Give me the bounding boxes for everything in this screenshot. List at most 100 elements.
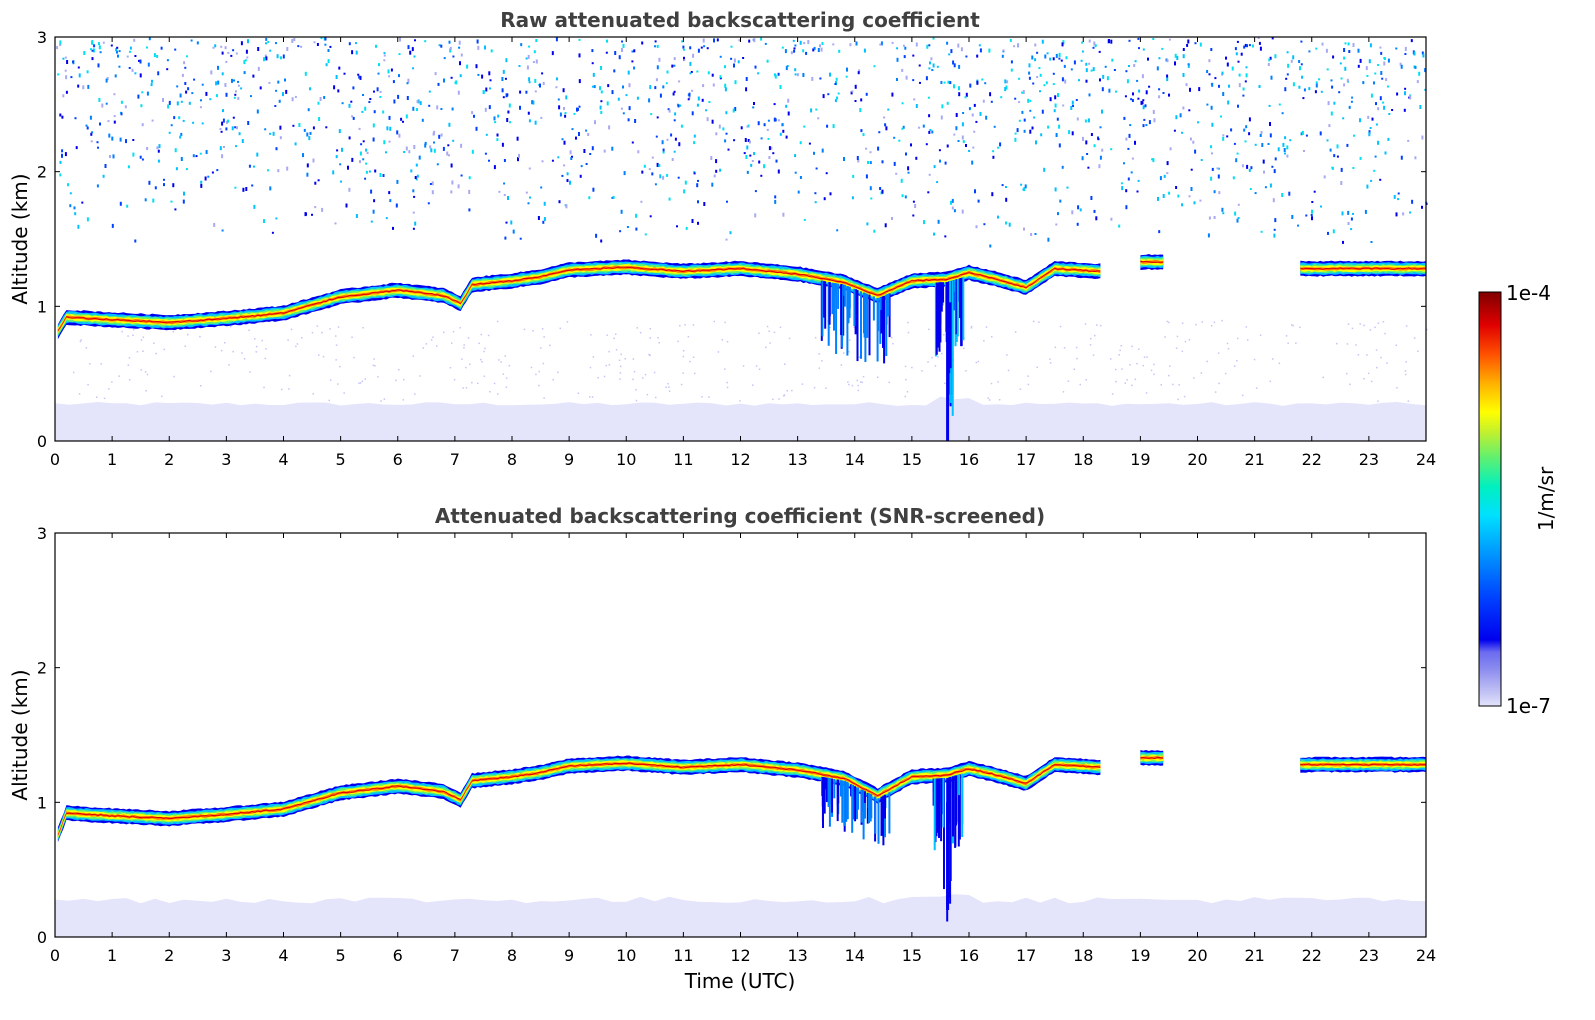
virga-streak bbox=[933, 778, 936, 851]
noise-speck bbox=[817, 117, 820, 120]
noise-speck bbox=[449, 367, 452, 369]
virga-streak bbox=[863, 791, 866, 803]
noise-speck bbox=[73, 206, 76, 210]
noise-speck bbox=[1346, 343, 1349, 345]
noise-speck bbox=[324, 43, 327, 46]
x-tick-label: 11 bbox=[673, 946, 693, 965]
noise-speck bbox=[124, 105, 127, 109]
noise-speck bbox=[999, 142, 1002, 147]
noise-speck bbox=[1023, 227, 1025, 231]
noise-speck bbox=[413, 195, 416, 198]
noise-speck bbox=[1302, 97, 1305, 100]
noise-speck bbox=[641, 170, 644, 174]
noise-speck bbox=[727, 148, 730, 151]
noise-speck bbox=[1098, 164, 1101, 169]
noise-speck bbox=[937, 219, 940, 224]
noise-speck bbox=[502, 96, 505, 99]
noise-speck bbox=[706, 117, 709, 122]
noise-speck bbox=[1273, 233, 1276, 238]
noise-speck bbox=[1119, 349, 1121, 352]
noise-speck bbox=[412, 211, 415, 214]
noise-speck bbox=[624, 358, 626, 360]
noise-speck bbox=[713, 174, 716, 178]
noise-speck bbox=[108, 388, 110, 390]
noise-speck bbox=[1243, 45, 1246, 49]
noise-speck bbox=[1259, 134, 1262, 137]
noise-speck bbox=[1043, 84, 1046, 87]
noise-speck bbox=[978, 44, 981, 47]
noise-speck bbox=[1409, 211, 1412, 214]
noise-speck bbox=[373, 110, 376, 114]
noise-speck bbox=[791, 389, 793, 392]
virga-streak bbox=[951, 280, 954, 416]
noise-speck bbox=[1248, 132, 1251, 136]
noise-speck bbox=[1137, 179, 1140, 182]
x-tick-label: 22 bbox=[1302, 946, 1322, 965]
noise-speck bbox=[1421, 135, 1424, 140]
noise-speck bbox=[743, 152, 746, 155]
noise-speck bbox=[1085, 62, 1088, 66]
noise-speck bbox=[1248, 117, 1251, 122]
noise-speck bbox=[181, 73, 184, 77]
noise-speck bbox=[636, 327, 638, 329]
noise-speck bbox=[398, 53, 401, 56]
noise-speck bbox=[1237, 60, 1240, 63]
noise-speck bbox=[914, 204, 917, 208]
noise-speck bbox=[848, 339, 851, 341]
x-tick-label: 23 bbox=[1359, 450, 1379, 469]
noise-speck bbox=[957, 43, 960, 48]
noise-speck bbox=[649, 327, 651, 330]
noise-speck bbox=[1330, 111, 1333, 116]
noise-speck bbox=[1054, 187, 1057, 192]
noise-speck bbox=[1248, 168, 1251, 172]
noise-speck bbox=[1138, 348, 1140, 350]
noise-speck bbox=[957, 140, 960, 142]
noise-speck bbox=[77, 66, 80, 69]
noise-speck bbox=[496, 133, 499, 137]
isolated-layer-core-red bbox=[1300, 267, 1426, 270]
noise-speck bbox=[89, 363, 91, 365]
noise-speck bbox=[185, 55, 188, 58]
noise-speck bbox=[535, 373, 537, 376]
noise-speck bbox=[682, 350, 685, 352]
noise-speck bbox=[204, 176, 207, 181]
noise-speck bbox=[1353, 134, 1355, 137]
noise-speck bbox=[442, 146, 445, 151]
virga-streak bbox=[949, 777, 952, 904]
noise-speck bbox=[1101, 87, 1104, 92]
noise-speck bbox=[264, 357, 267, 360]
noise-speck bbox=[1059, 199, 1062, 203]
noise-speck bbox=[997, 381, 999, 383]
noise-speck bbox=[753, 152, 756, 156]
noise-speck bbox=[873, 229, 876, 233]
noise-speck bbox=[867, 161, 869, 164]
noise-speck bbox=[620, 209, 623, 214]
noise-speck bbox=[1153, 363, 1155, 366]
noise-speck bbox=[701, 396, 703, 398]
noise-speck bbox=[786, 390, 788, 392]
noise-speck bbox=[1370, 93, 1373, 98]
noise-speck bbox=[412, 355, 414, 357]
noise-speck bbox=[1070, 105, 1073, 110]
noise-speck bbox=[1426, 328, 1428, 331]
noise-speck bbox=[1194, 42, 1197, 45]
noise-speck bbox=[1022, 90, 1025, 94]
noise-speck bbox=[1079, 208, 1082, 212]
noise-speck bbox=[835, 77, 838, 81]
virga-streak bbox=[885, 294, 888, 325]
noise-speck bbox=[237, 80, 239, 83]
noise-speck bbox=[364, 177, 367, 180]
noise-speck bbox=[1166, 77, 1169, 82]
virga-streak bbox=[949, 281, 952, 303]
noise-speck bbox=[168, 100, 171, 105]
noise-speck bbox=[1101, 148, 1104, 152]
noise-speck bbox=[348, 42, 351, 46]
noise-speck bbox=[1188, 339, 1191, 341]
noise-speck bbox=[989, 244, 992, 248]
noise-speck bbox=[399, 37, 401, 42]
noise-speck bbox=[1057, 93, 1059, 97]
noise-speck bbox=[1146, 356, 1148, 358]
virga-streak bbox=[845, 781, 848, 822]
noise-speck bbox=[497, 393, 499, 395]
noise-speck bbox=[541, 160, 544, 163]
